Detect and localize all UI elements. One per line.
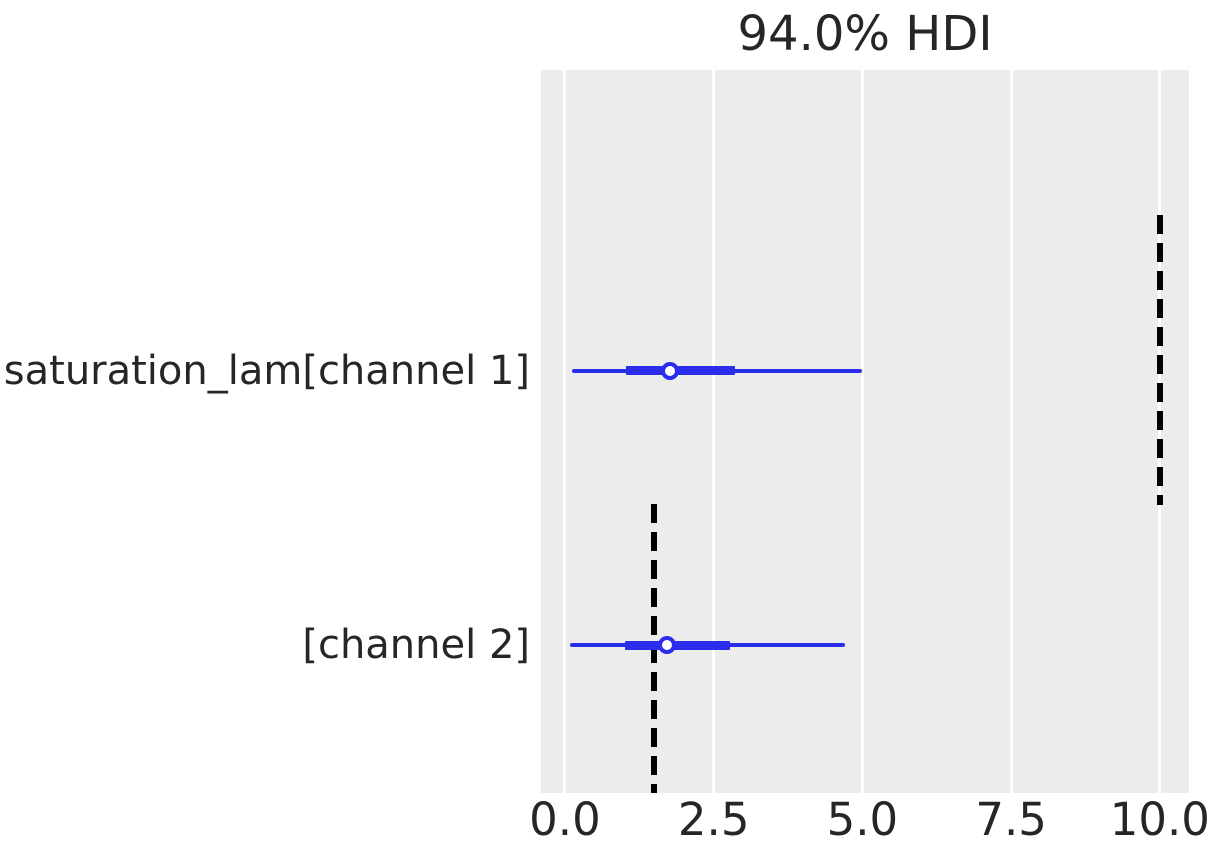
median-marker <box>660 361 679 380</box>
plot-area <box>541 70 1189 793</box>
median-marker <box>657 636 676 654</box>
x-gridline <box>860 70 864 793</box>
x-tick-label: 5.0 <box>826 793 899 846</box>
interquartile-line <box>625 640 730 650</box>
interquartile-line <box>626 366 736 376</box>
x-gridline <box>1009 70 1013 793</box>
x-tick-label: 2.5 <box>677 793 750 846</box>
chart-title: 94.0% HDI <box>737 6 993 62</box>
x-gridline <box>712 70 716 793</box>
x-gridline <box>563 70 567 793</box>
x-tick-label: 7.5 <box>975 793 1047 846</box>
y-axis-row-label: saturation_lam[channel 1] <box>3 347 530 394</box>
x-tick-label: 10.0 <box>1109 793 1210 846</box>
reference-line <box>1156 215 1163 506</box>
y-axis-row-label: [channel 2] <box>302 622 530 668</box>
x-tick-label: 0.0 <box>529 793 601 846</box>
